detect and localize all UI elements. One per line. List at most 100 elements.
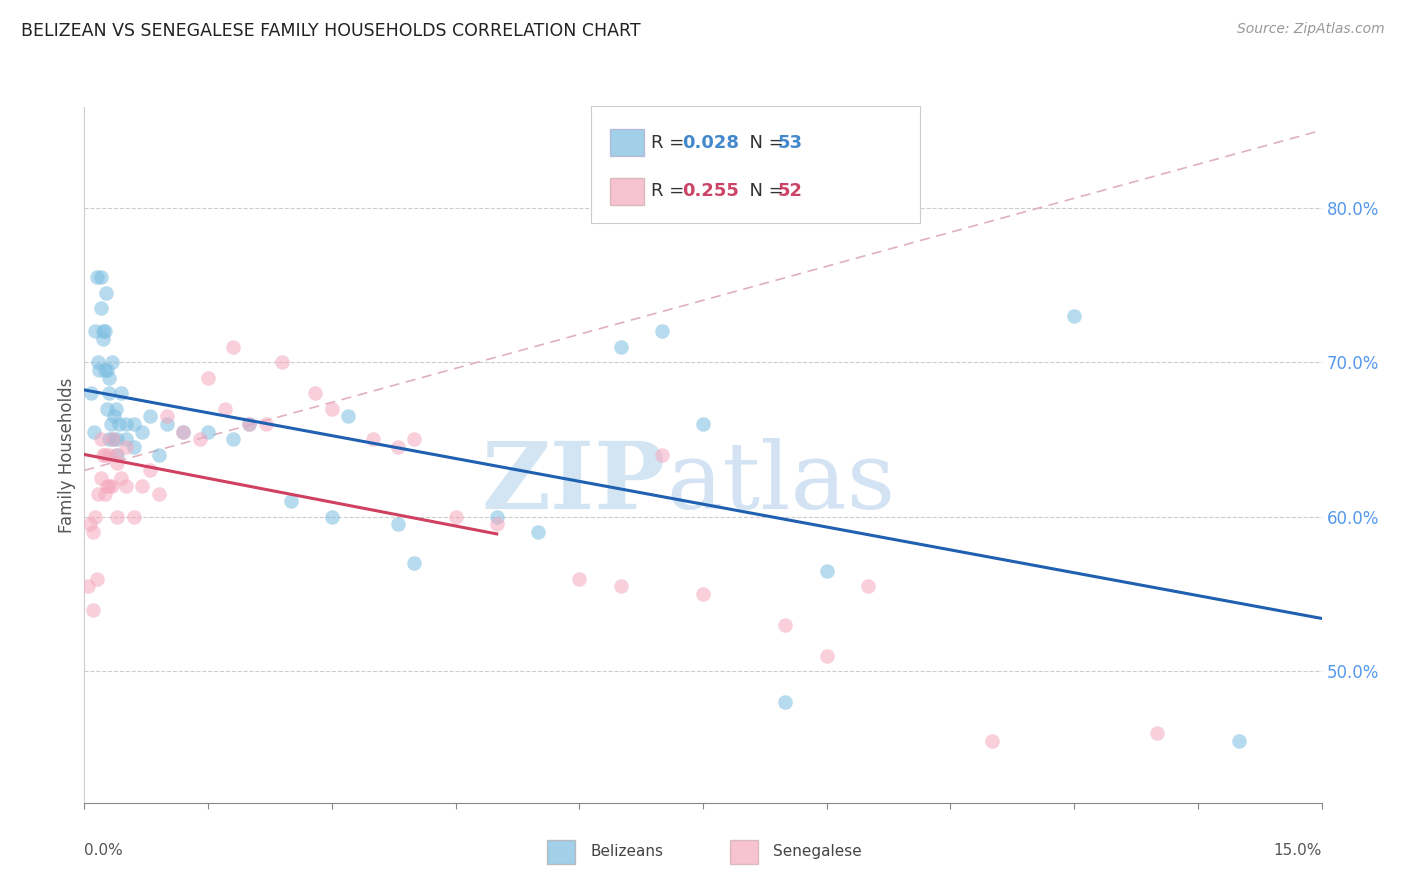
Point (197, 370, 219, 384)
Point (304, 386, 326, 401)
Point (94, 448, 117, 462)
Text: 52: 52 (778, 182, 803, 201)
Point (271, 355, 294, 369)
Point (84, 509, 107, 524)
Point (139, 463, 162, 477)
Point (692, 417, 714, 431)
Point (214, 401, 236, 416)
Point (815, 564, 838, 578)
Point (651, 448, 673, 462)
Point (96, 401, 118, 416)
Point (86, 572, 108, 586)
Text: 15.0%: 15.0% (1274, 843, 1322, 858)
Point (172, 425, 194, 439)
Text: R =: R = (651, 134, 690, 152)
Point (105, 448, 128, 462)
Point (172, 425, 194, 439)
Point (485, 517, 508, 532)
Point (1227, 734, 1250, 748)
Point (1063, 309, 1085, 323)
Point (980, 734, 1002, 748)
Point (485, 509, 508, 524)
Text: 0.028: 0.028 (682, 134, 740, 152)
Text: N =: N = (738, 134, 790, 152)
Point (1146, 726, 1168, 740)
Point (139, 409, 162, 424)
Point (84, 324, 107, 338)
Point (444, 509, 467, 524)
Text: ZIP: ZIP (482, 438, 666, 528)
Text: atlas: atlas (666, 438, 896, 528)
Point (387, 517, 409, 532)
Point (404, 556, 426, 570)
Point (98, 386, 121, 401)
Text: Source: ZipAtlas.com: Source: ZipAtlas.com (1237, 22, 1385, 37)
Point (103, 433, 125, 447)
Point (89, 363, 111, 377)
Point (105, 509, 128, 524)
Point (114, 479, 136, 493)
Point (98, 479, 121, 493)
Point (103, 433, 125, 447)
Point (91, 448, 114, 462)
Point (122, 417, 145, 431)
Point (387, 440, 409, 454)
Point (156, 417, 179, 431)
Point (775, 695, 797, 709)
Text: 0.0%: 0.0% (84, 843, 124, 858)
Point (90, 433, 112, 447)
Point (108, 417, 131, 431)
Point (96, 479, 118, 493)
Y-axis label: Family Households: Family Households (58, 377, 76, 533)
Point (156, 409, 179, 424)
Point (238, 417, 260, 431)
Point (105, 433, 128, 447)
Point (856, 579, 879, 593)
Point (692, 587, 714, 601)
Point (90, 301, 112, 315)
Point (337, 409, 360, 424)
Point (110, 386, 132, 401)
Point (321, 509, 343, 524)
Point (361, 433, 384, 447)
Text: Belizeans: Belizeans (591, 845, 664, 859)
Point (122, 440, 145, 454)
Text: 0.255: 0.255 (682, 182, 740, 201)
Point (238, 417, 260, 431)
Point (114, 433, 136, 447)
Point (222, 340, 245, 354)
Point (100, 355, 122, 369)
Point (222, 433, 245, 447)
Point (404, 433, 426, 447)
Text: 53: 53 (778, 134, 803, 152)
Point (775, 618, 797, 632)
Point (609, 579, 631, 593)
Point (148, 486, 170, 500)
Point (103, 409, 125, 424)
Point (100, 479, 122, 493)
Point (110, 471, 132, 485)
Point (86, 270, 108, 285)
Point (94, 486, 117, 500)
Point (98, 433, 121, 447)
Point (94, 324, 117, 338)
Point (280, 494, 302, 508)
Point (114, 440, 136, 454)
Point (122, 509, 145, 524)
Point (83, 425, 105, 439)
Point (82, 602, 104, 616)
Point (100, 417, 122, 431)
Point (94, 285, 117, 300)
Text: Senegalese: Senegalese (773, 845, 862, 859)
Point (90, 471, 112, 485)
Point (87, 486, 110, 500)
Point (568, 572, 591, 586)
Point (86, 355, 108, 369)
Point (94, 363, 117, 377)
Point (527, 525, 550, 540)
Point (104, 448, 127, 462)
Point (104, 401, 127, 416)
Text: N =: N = (738, 182, 790, 201)
Point (98, 448, 121, 462)
Point (131, 425, 153, 439)
